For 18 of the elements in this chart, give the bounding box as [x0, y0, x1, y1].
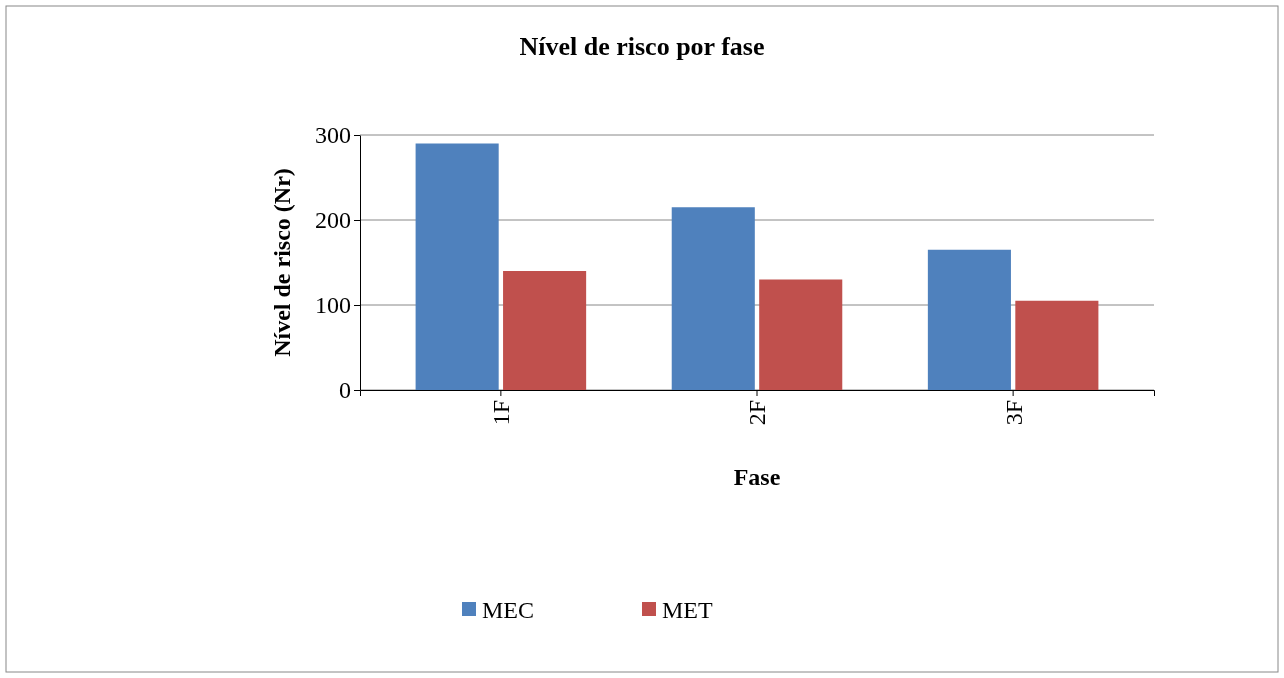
x-tick-label: 1F — [488, 400, 515, 426]
legend-label: MEC — [482, 597, 535, 624]
y-tick-label: 0 — [339, 377, 351, 404]
bar — [671, 207, 755, 390]
bar — [927, 249, 1011, 390]
chart-title: Nível de risco por fase — [519, 32, 765, 61]
bar — [1015, 300, 1099, 390]
y-axis-title: Nível de risco (Nr) — [269, 168, 295, 357]
bar — [759, 279, 843, 390]
bar — [415, 143, 499, 390]
x-axis-title: Fase — [733, 464, 781, 490]
y-tick-label: 300 — [315, 122, 351, 149]
x-tick-label: 3F — [1000, 400, 1027, 426]
x-tick-label: 2F — [744, 400, 771, 426]
legend-label: MET — [662, 597, 713, 624]
y-tick-label: 200 — [315, 207, 351, 234]
bar — [503, 271, 587, 390]
y-tick-label: 100 — [315, 292, 351, 319]
